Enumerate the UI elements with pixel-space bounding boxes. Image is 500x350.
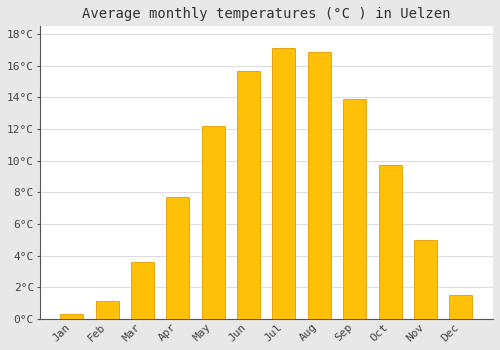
Bar xyxy=(96,301,118,319)
Bar xyxy=(272,48,295,319)
Bar xyxy=(202,126,224,319)
Title: Average monthly temperatures (°C ) in Uelzen: Average monthly temperatures (°C ) in Ue… xyxy=(82,7,450,21)
Bar xyxy=(378,166,402,319)
Bar xyxy=(414,240,437,319)
Bar xyxy=(166,197,190,319)
Bar xyxy=(60,314,83,319)
Bar xyxy=(450,295,472,319)
Bar xyxy=(237,71,260,319)
Bar xyxy=(131,262,154,319)
Bar xyxy=(308,51,331,319)
Bar xyxy=(344,99,366,319)
